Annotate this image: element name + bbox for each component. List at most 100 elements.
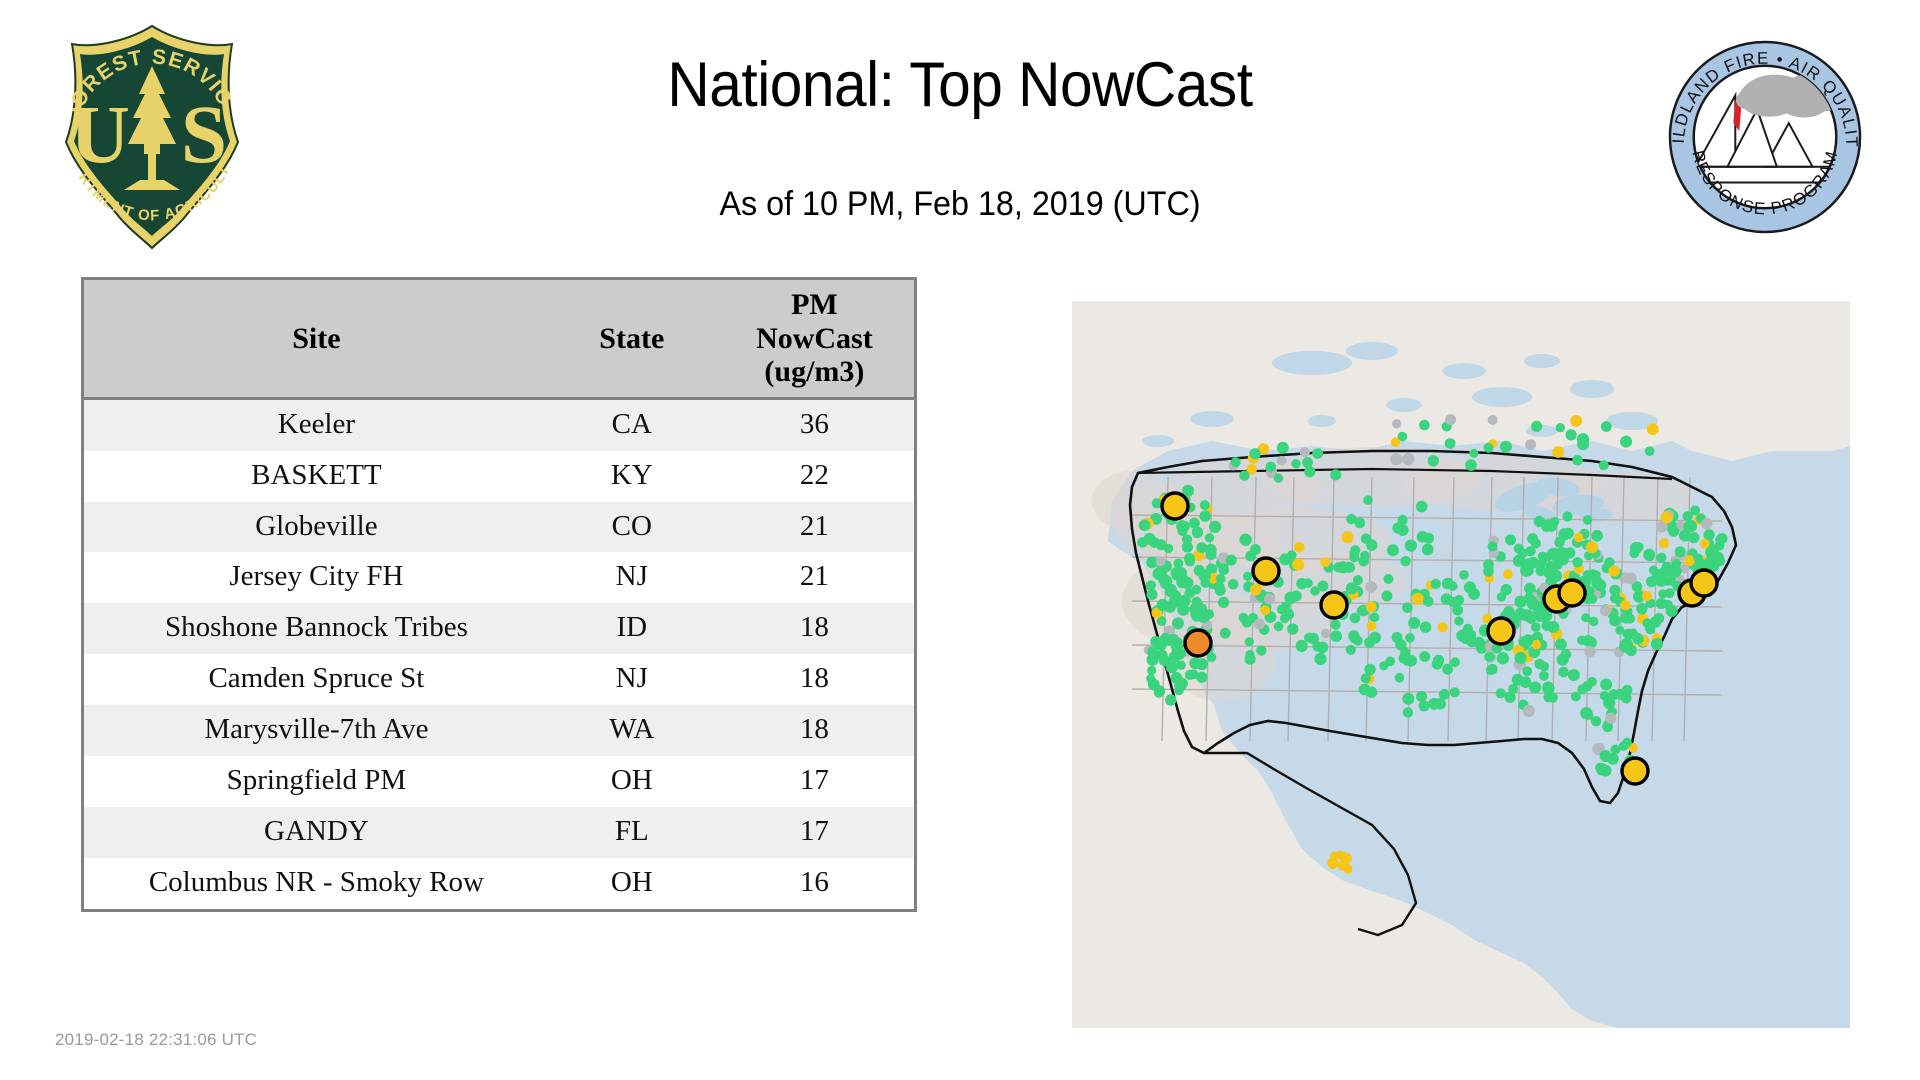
state-cell: KY <box>610 458 653 491</box>
monitor-dot <box>1531 420 1543 432</box>
state-cell: OH <box>610 764 653 797</box>
monitor-dot <box>1209 520 1222 533</box>
monitor-dot <box>1610 592 1621 604</box>
usfs-letter-u: U <box>70 88 130 180</box>
monitor-dot <box>1405 633 1415 643</box>
monitor-dot <box>1600 678 1613 691</box>
monitor-dot <box>1165 694 1177 706</box>
monitor-dot <box>1206 652 1217 662</box>
top-site-marker-dot <box>1689 568 1719 598</box>
monitor-dot <box>1656 552 1667 563</box>
site-cell: Camden Spruce St <box>208 662 425 695</box>
monitor-dot <box>1386 544 1399 557</box>
monitor-dot <box>1238 612 1249 623</box>
monitor-dot <box>1437 622 1448 633</box>
monitor-dot <box>1525 546 1536 557</box>
monitor-dot <box>1690 505 1700 516</box>
site-cell: Marysville-7th Ave <box>204 713 429 746</box>
monitor-dot <box>1522 666 1533 677</box>
table-row: Shoshone Bannock Tribes ID 18 <box>84 603 914 655</box>
top-nowcast-table: Site State PM NowCast (ug/m3) Keeler CA 36… <box>84 280 914 909</box>
monitor-dot <box>1176 660 1186 670</box>
monitor-dot <box>1522 634 1534 646</box>
monitor-dot <box>1648 565 1659 575</box>
top-site-marker[interactable]: Marysville-7th Ave, WA <box>1160 491 1190 521</box>
monitor-dot <box>1642 618 1652 628</box>
monitor-dot <box>1500 583 1512 596</box>
top-site-marker[interactable]: Globeville, CO <box>1319 590 1349 620</box>
top-site-marker-dot <box>1251 556 1281 586</box>
monitor-dot <box>1199 500 1210 511</box>
top-site-marker[interactable]: GANDY, FL <box>1620 756 1650 786</box>
monitor-dot <box>1282 608 1295 620</box>
column-header-site: Site <box>84 280 549 400</box>
top-nowcast-table-container: Site State PM NowCast (ug/m3) Keeler CA 36… <box>81 277 917 912</box>
pm-cell: 21 <box>799 509 829 542</box>
state-cell: ID <box>616 611 648 644</box>
monitor-dot <box>1591 529 1603 542</box>
top-site-marker-dot <box>1486 616 1516 646</box>
monitor-dot <box>1632 633 1644 645</box>
monitor-dot <box>1303 578 1313 588</box>
monitor-dot <box>1348 630 1360 642</box>
monitor-dot <box>1631 581 1643 592</box>
monitor-dot <box>1570 691 1581 702</box>
top-site-marker[interactable]: Columbus NR - Smoky Row, OH <box>1557 578 1587 608</box>
monitor-dot <box>1408 617 1421 629</box>
table-row: Keeler CA 36 <box>84 398 914 451</box>
monitor-dot <box>1165 661 1178 674</box>
state-cell: CO <box>611 509 652 542</box>
monitor-dot <box>1181 541 1193 553</box>
monitor-dot <box>1402 692 1415 705</box>
top-site-marker[interactable]: Jersey City FH, NJ <box>1689 568 1719 598</box>
monitor-dot <box>1415 500 1428 513</box>
monitor-dot <box>1349 612 1361 624</box>
monitor-dot <box>1610 744 1621 755</box>
monitor-dot <box>1482 613 1493 624</box>
monitor-dot <box>1292 558 1305 571</box>
monitor-dot <box>1538 611 1550 623</box>
monitor-dot <box>1178 594 1191 608</box>
monitor-dot <box>1404 539 1417 552</box>
top-site-marker-dot <box>1160 491 1190 521</box>
monitor-dot <box>1663 599 1673 610</box>
monitor-dot <box>1605 712 1617 724</box>
monitor-dot <box>1402 453 1415 466</box>
top-site-marker[interactable]: BASKETT, KY <box>1486 616 1516 646</box>
monitor-dot <box>1145 580 1156 591</box>
monitor-dot <box>1146 556 1158 569</box>
monitor-dot <box>1400 556 1411 567</box>
wfaqrp-logo: WILDLAND FIRE • AIR QUALITY RESPONSE PRO… <box>1657 23 1864 236</box>
lake-3 <box>1472 387 1532 407</box>
us-border-path <box>1128 449 1738 805</box>
top-site-marker[interactable]: Shoshone Bannock Tribes, ID <box>1251 556 1281 586</box>
monitor-dot <box>1260 605 1271 616</box>
site-cell: Keeler <box>277 407 356 440</box>
monitor-dot <box>1534 658 1545 670</box>
monitor-dot <box>1522 704 1535 717</box>
monitor-dot <box>1365 686 1378 698</box>
monitor-dot <box>1645 551 1655 562</box>
column-header-state: State <box>548 280 715 400</box>
top-site-marker[interactable]: Keeler, CA <box>1183 628 1213 658</box>
monitor-dot <box>1204 533 1215 543</box>
table-row: Columbus NR - Smoky Row OH 16 <box>84 857 914 909</box>
national-nowcast-map[interactable]: Marysville-7th Ave, WA Shoshone Bannock T… <box>1072 301 1850 1028</box>
monitor-dot <box>1525 439 1536 451</box>
table-row: Springfield PM OH 17 <box>84 756 914 807</box>
monitor-dot <box>1469 448 1479 458</box>
monitor-dot <box>1391 632 1403 643</box>
monitor-dot <box>1250 584 1262 596</box>
monitor-dot <box>1712 551 1724 564</box>
monitor-dot <box>1539 671 1549 681</box>
monitor-dot <box>1641 590 1653 602</box>
monitor-dot <box>1500 440 1512 453</box>
monitor-dot <box>1333 562 1345 573</box>
state-cell: OH <box>610 865 653 898</box>
monitor-dot <box>1182 484 1195 497</box>
monitor-dot <box>1562 511 1573 522</box>
top-site-marker-dot <box>1319 590 1349 620</box>
monitor-dot <box>1514 595 1527 608</box>
monitor-dot <box>1346 513 1357 525</box>
monitor-dot <box>1582 570 1593 580</box>
